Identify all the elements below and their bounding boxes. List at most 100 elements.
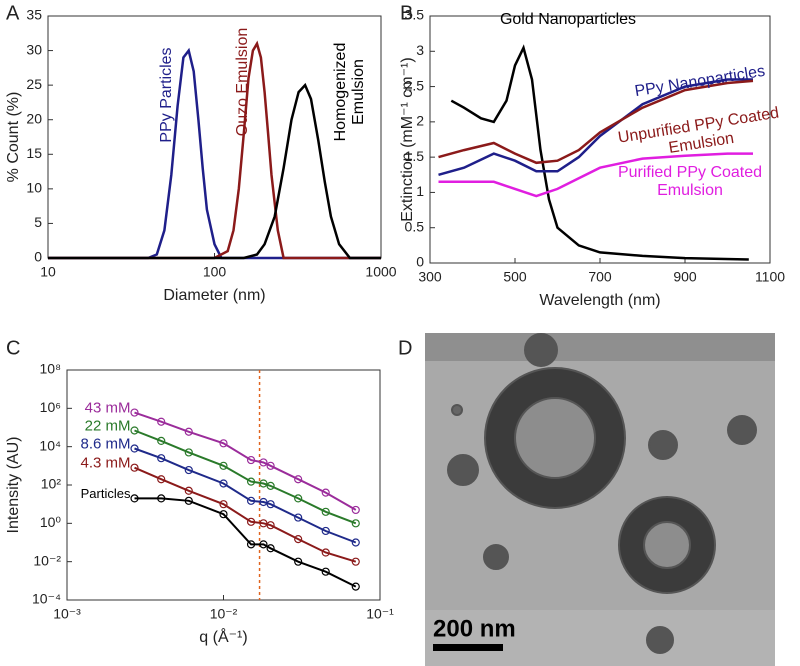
data-point	[294, 494, 303, 503]
x-axis-label: Diameter (nm)	[163, 287, 265, 304]
series-line	[134, 447, 357, 544]
series-line	[134, 466, 357, 563]
x-tick-label: 10⁻¹	[366, 606, 394, 622]
y-tick-label: 5	[34, 214, 42, 230]
data-point	[219, 461, 228, 470]
series-line	[48, 82, 381, 260]
y-tick-label: 10⁶	[40, 399, 61, 415]
data-point	[219, 510, 228, 519]
data-point	[321, 567, 330, 576]
data-point	[184, 486, 193, 495]
y-tick-label: 35	[26, 7, 42, 23]
data-point	[130, 444, 139, 453]
y-tick-label: 15	[26, 145, 42, 161]
y-tick-label: 10⁻²	[33, 552, 61, 568]
x-axis-label: q (Å⁻¹)	[199, 627, 247, 646]
series-line	[450, 44, 749, 261]
data-point	[219, 479, 228, 488]
data-point	[130, 494, 139, 503]
data-point	[321, 548, 330, 557]
data-point	[351, 519, 360, 528]
y-axis-label: % Count (%)	[5, 92, 22, 183]
scale-bar	[433, 644, 503, 651]
series-label: PPy Particles	[158, 47, 175, 143]
data-point	[157, 475, 166, 484]
data-point	[184, 448, 193, 457]
x-tick-label: 10⁻³	[53, 606, 81, 622]
data-point	[259, 519, 268, 528]
series-line	[134, 429, 357, 525]
y-tick-label: 2.5	[405, 77, 425, 93]
y-tick-label: 10⁻⁴	[32, 591, 61, 607]
data-point	[266, 461, 275, 470]
data-point	[294, 557, 303, 566]
y-tick-label: 30	[26, 41, 42, 57]
series-label: 22 mM	[85, 417, 131, 434]
image-band	[425, 333, 775, 361]
data-point	[259, 479, 268, 488]
x-tick-label: 500	[503, 269, 527, 285]
data-point	[246, 517, 256, 526]
series-label: 8.6 mM	[80, 435, 130, 452]
data-point	[266, 481, 275, 490]
y-tick-label: 0	[34, 249, 42, 265]
series-line	[48, 40, 381, 260]
y-tick-label: 10⁴	[39, 437, 61, 453]
series-label: Ouzo Emulsion	[234, 27, 251, 137]
data-point	[259, 540, 268, 549]
data-point	[157, 436, 166, 445]
scale-bar-label: 200 nm	[433, 615, 516, 642]
data-point	[184, 427, 193, 436]
data-point	[321, 526, 330, 536]
series-label: Purified PPy Coated Emulsion	[617, 164, 763, 199]
y-tick-label: 10⁸	[40, 361, 62, 377]
data-point	[351, 557, 360, 566]
y-tick-label: 3.5	[405, 7, 425, 23]
panel-label: B	[400, 2, 413, 24]
panel-label: C	[6, 337, 20, 359]
data-point	[321, 507, 330, 516]
data-point	[219, 500, 228, 509]
series-label: 43 mM	[85, 400, 131, 417]
data-point	[130, 408, 139, 417]
data-point	[351, 538, 360, 547]
data-point	[351, 505, 360, 515]
data-point	[157, 417, 166, 426]
series-line	[438, 152, 753, 198]
data-point	[246, 496, 256, 505]
data-point	[259, 497, 268, 507]
data-point	[246, 455, 256, 465]
y-tick-label: 10⁰	[40, 514, 62, 530]
y-tick-label: 0	[416, 254, 424, 270]
x-tick-label: 1000	[365, 264, 396, 280]
y-tick-label: 3	[416, 42, 424, 58]
data-point	[130, 426, 139, 435]
x-tick-label: 900	[673, 269, 697, 285]
data-point	[184, 496, 193, 505]
data-point	[219, 439, 228, 448]
particles	[447, 333, 757, 654]
series-label: Homogenized Emulsion	[332, 42, 367, 142]
panel-label: A	[6, 2, 20, 24]
data-point	[294, 535, 303, 544]
data-point	[259, 458, 268, 467]
data-point	[157, 454, 166, 463]
y-tick-label: 1	[416, 183, 424, 199]
x-tick-label: 700	[588, 269, 612, 285]
y-axis-label: Intensity (AU)	[5, 437, 22, 534]
series-label: Gold Nanoparticles	[499, 11, 637, 28]
y-axis-label: Extinction (mM⁻¹ cm⁻¹)	[399, 57, 416, 221]
x-tick-label: 300	[418, 269, 442, 285]
data-point	[266, 500, 275, 509]
y-tick-label: 20	[26, 110, 42, 126]
data-point	[184, 465, 193, 475]
series-line	[438, 79, 754, 165]
panel-label: D	[398, 337, 412, 359]
y-tick-label: 10	[26, 180, 42, 196]
x-tick-label: 1100	[755, 269, 785, 285]
x-axis-label: Wavelength (nm)	[539, 292, 660, 309]
data-point	[351, 582, 360, 591]
y-tick-label: 2	[416, 113, 424, 129]
